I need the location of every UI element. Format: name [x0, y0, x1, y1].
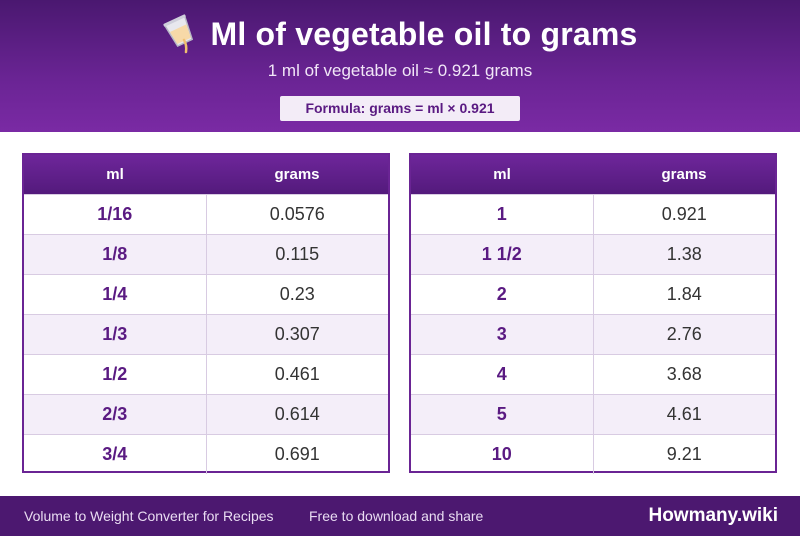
table-row: 1/2 0.461: [24, 354, 388, 394]
table-row: 1 0.921: [411, 194, 775, 234]
header-banner: Ml of vegetable oil to grams 1 ml of veg…: [0, 0, 800, 132]
table-row: 4 3.68: [411, 354, 775, 394]
ml-cell: 2/3: [24, 395, 207, 434]
grams-cell: 0.115: [275, 244, 320, 264]
grams-cell: 0.921: [661, 204, 707, 224]
footer-bar: Volume to Weight Converter for Recipes F…: [0, 496, 800, 536]
ml-cell: 1 1/2: [411, 235, 594, 274]
grams-cell: 0.461: [274, 364, 320, 384]
grams-cell: 2.76: [666, 324, 702, 344]
ml-cell: 5: [411, 395, 594, 434]
ml-cell: 10: [411, 435, 594, 474]
table-body: 1/16 0.0576 1/8 0.115 1/4 0.23 1/3 0.307 1/2…: [24, 194, 388, 474]
column-header-grams: grams: [661, 166, 707, 183]
ml-cell: 1/8: [24, 235, 207, 274]
subtitle: 1 ml of vegetable oil ≈ 0.921 grams: [267, 61, 533, 80]
ml-cell: 1/3: [24, 315, 207, 354]
table-header: ml grams: [24, 155, 388, 194]
grams-cell: 4.61: [666, 404, 702, 424]
table-row: 5 4.61: [411, 394, 775, 434]
grams-cell: 0.307: [274, 324, 320, 344]
column-header-ml: ml: [106, 166, 124, 183]
conversion-table-left: ml grams 1/16 0.0576 1/8 0.115 1/4 0.23 1/3…: [22, 153, 390, 474]
ml-cell: 2: [411, 275, 594, 314]
ml-cell: 1/4: [24, 275, 207, 314]
grams-cell: 0.691: [274, 444, 320, 464]
footer-tagline: Volume to Weight Converter for Recipes: [24, 508, 274, 524]
table-row: 1 1/2 1.38: [411, 234, 775, 274]
table-row: 10 9.21: [411, 434, 775, 474]
grams-cell: 1.84: [666, 284, 702, 304]
formula-badge: Formula: grams = ml × 0.921: [280, 96, 520, 121]
ml-cell: 3/4: [24, 435, 207, 474]
ml-cell: 3: [411, 315, 594, 354]
brand-logo[interactable]: Howmany.wiki: [648, 505, 778, 526]
table-row: 1/16 0.0576: [24, 194, 388, 234]
grams-cell: 0.0576: [269, 204, 325, 224]
grams-cell: 0.23: [279, 284, 315, 304]
table-row: 2/3 0.614: [24, 394, 388, 434]
table-body: 1 0.921 1 1/2 1.38 2 1.84 3 2.76 4 3.68 5 4.61…: [411, 194, 775, 474]
table-row: 2 1.84: [411, 274, 775, 314]
ml-cell: 1/2: [24, 355, 207, 394]
pouring-cup-icon: [163, 14, 194, 54]
ml-cell: 1/16: [24, 195, 207, 234]
table-row: 1/8 0.115: [24, 234, 388, 274]
grams-cell: 0.614: [274, 404, 320, 424]
table-row: 1/3 0.307: [24, 314, 388, 354]
table-row: 1/4 0.23: [24, 274, 388, 314]
table-row: 3/4 0.691: [24, 434, 388, 474]
table-header: ml grams: [411, 155, 775, 194]
table-row: 3 2.76: [411, 314, 775, 354]
column-header-grams: grams: [274, 166, 320, 183]
grams-cell: 9.21: [666, 444, 702, 464]
column-header-ml: ml: [493, 166, 511, 183]
title-row: Ml of vegetable oil to grams: [0, 14, 800, 54]
page-title: Ml of vegetable oil to grams: [210, 15, 638, 52]
grams-cell: 3.68: [666, 364, 702, 384]
footer-share-note: Free to download and share: [309, 508, 484, 524]
ml-cell: 4: [411, 355, 594, 394]
ml-cell: 1: [411, 195, 594, 234]
grams-cell: 1.38: [666, 244, 702, 264]
